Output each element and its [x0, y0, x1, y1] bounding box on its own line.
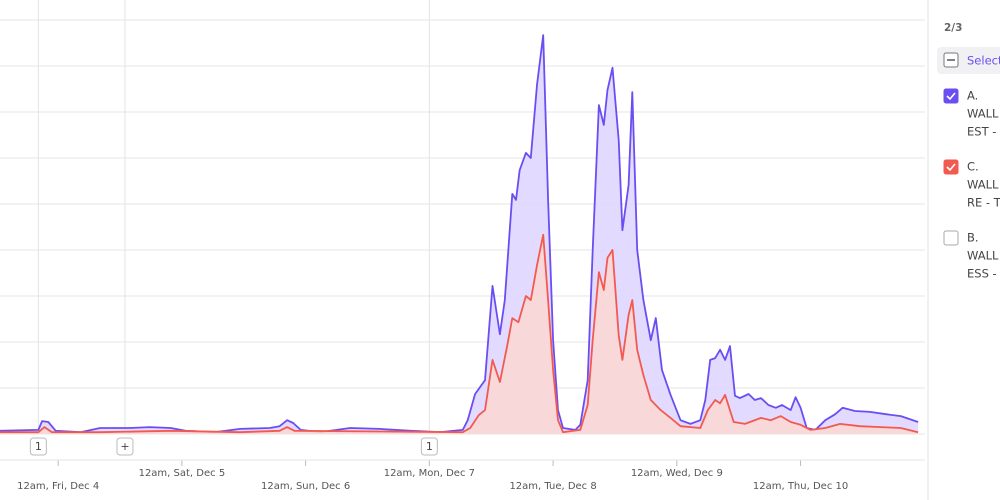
x-tick-label: 12am, Sun, Dec 6 [261, 481, 350, 492]
legend-label[interactable]: A. [967, 89, 978, 103]
legend-checkbox[interactable] [943, 159, 959, 175]
annotation-marker[interactable] [29, 437, 47, 456]
legend-detail[interactable]: WALL [967, 178, 999, 192]
legend-detail[interactable]: WALL [967, 107, 999, 121]
area-line [0, 233, 919, 434]
legend-detail[interactable]: ESS - [967, 267, 997, 281]
annotation-marker[interactable] [116, 437, 134, 456]
x-tick-label: 12am, Wed, Dec 9 [631, 468, 723, 479]
annotation-label[interactable]: 1 [426, 440, 433, 453]
annotation-marker[interactable] [420, 437, 438, 456]
legend-detail[interactable]: WALL [967, 249, 999, 263]
legend-checkbox[interactable] [943, 88, 959, 104]
x-tick-label: 12am, Tue, Dec 8 [509, 481, 596, 492]
legend-check [946, 92, 956, 101]
x-tick-label: 12am, Thu, Dec 10 [753, 481, 848, 492]
annotation-label[interactable]: 1 [35, 440, 42, 453]
area-line [0, 34, 919, 434]
legend-label[interactable]: C. [967, 160, 979, 174]
legend-check [946, 163, 956, 172]
x-tick-label: 12am, Sat, Dec 5 [139, 468, 226, 479]
x-tick-label: 12am, Mon, Dec 7 [384, 468, 475, 479]
legend-checkbox[interactable] [943, 230, 959, 246]
annotation-label[interactable]: + [120, 440, 129, 453]
legend-detail[interactable]: EST - [967, 125, 996, 139]
legend-label[interactable]: B. [967, 231, 979, 245]
select-label[interactable]: Select [967, 54, 1000, 68]
series-count: 2/3 [944, 22, 962, 34]
legend-detail[interactable]: RE - T [967, 196, 1000, 210]
x-tick-label: 12am, Fri, Dec 4 [17, 481, 99, 492]
